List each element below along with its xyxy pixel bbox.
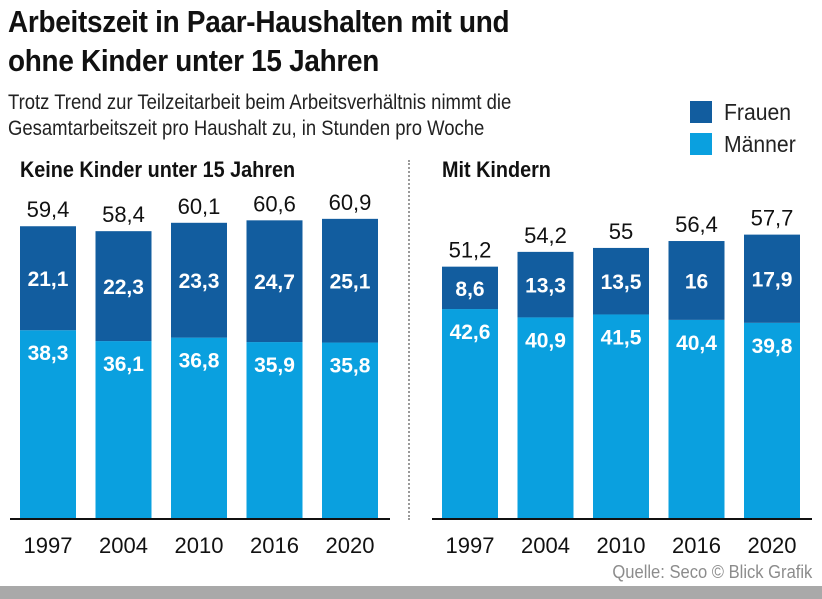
x-tick-label-ohne-2004: 2004 — [99, 533, 148, 558]
bar-label-mit-2010-maenner: 41,5 — [601, 326, 642, 349]
legend-swatch-maenner — [690, 133, 712, 155]
bar-ohne-2010-maenner — [171, 337, 227, 519]
x-tick-label-ohne-2010: 2010 — [175, 533, 224, 558]
subtitle-line-2: Gesamtarbeitszeit pro Haushalt zu, in St… — [8, 117, 485, 140]
legend: Frauen Männer — [690, 96, 802, 160]
legend-swatch-frauen — [690, 101, 712, 123]
total-label-ohne-2004: 58,4 — [102, 202, 145, 227]
bar-ohne-2016-maenner — [246, 342, 303, 519]
bar-label-mit-1997-maenner: 42,6 — [450, 321, 491, 344]
x-tick-label-ohne-2020: 2020 — [326, 533, 375, 558]
title-line-1: Arbeitszeit in Paar-Haushalten mit und — [8, 4, 510, 39]
bar-label-ohne-1997-maenner: 38,3 — [28, 342, 69, 365]
bar-label-mit-2010-frauen: 13,5 — [601, 271, 642, 294]
bar-ohne-2004-maenner — [95, 341, 152, 519]
bar-label-ohne-2016-maenner: 35,9 — [254, 354, 295, 377]
total-label-ohne-2016: 60,6 — [253, 191, 296, 216]
legend-label-maenner: Männer — [724, 130, 796, 157]
bar-mit-2004-maenner — [517, 317, 574, 519]
chart-subtitle: Trotz Trend zur Teilzeitarbeit beim Arbe… — [8, 90, 606, 142]
x-tick-label-ohne-1997: 1997 — [24, 533, 73, 558]
bar-label-ohne-1997-frauen: 21,1 — [28, 268, 69, 291]
legend-item-frauen: Frauen — [690, 96, 802, 128]
bar-label-mit-2016-frauen: 16 — [685, 270, 708, 293]
x-tick-label-mit-2010: 2010 — [597, 533, 646, 558]
bar-label-mit-2004-frauen: 13,3 — [525, 275, 566, 298]
bar-label-ohne-2020-maenner: 35,8 — [330, 355, 371, 378]
x-tick-label-mit-1997: 1997 — [446, 533, 495, 558]
panel-title-ohne-kinder: Keine Kinder unter 15 Jahren — [20, 157, 296, 182]
chart-title: Arbeitszeit in Paar-Haushalten mit und o… — [8, 2, 584, 80]
x-axis-line-left — [10, 518, 390, 520]
bar-label-mit-1997-frauen: 8,6 — [455, 278, 484, 301]
bar-ohne-1997-frauen — [20, 226, 76, 331]
bar-mit-2016-frauen — [668, 241, 725, 320]
total-label-mit-2004: 54,2 — [524, 223, 567, 248]
bar-label-ohne-2004-maenner: 36,1 — [103, 353, 144, 376]
footer-bar — [0, 586, 822, 599]
bar-ohne-2020-frauen — [322, 218, 378, 343]
total-label-mit-2016: 56,4 — [675, 212, 718, 237]
x-tick-label-ohne-2016: 2016 — [250, 533, 299, 558]
source-credit: Quelle: Seco © Blick Grafik — [612, 562, 812, 582]
total-label-mit-2010: 55 — [609, 219, 633, 244]
bar-label-mit-2004-maenner: 40,9 — [525, 329, 566, 352]
bar-mit-1997-frauen — [442, 266, 498, 310]
bar-label-ohne-2010-frauen: 23,3 — [179, 270, 220, 293]
legend-item-maenner: Männer — [690, 128, 802, 160]
bar-label-ohne-2020-frauen: 25,1 — [330, 271, 371, 294]
panel-title-mit-kindern: Mit Kindern — [442, 157, 551, 182]
x-tick-label-mit-2020: 2020 — [748, 533, 797, 558]
x-axis-line-right — [432, 518, 812, 520]
bar-label-ohne-2004-frauen: 22,3 — [103, 276, 144, 299]
x-tick-label-mit-2004: 2004 — [521, 533, 570, 558]
bar-label-ohne-2016-frauen: 24,7 — [254, 271, 295, 294]
legend-label-frauen: Frauen — [724, 98, 792, 125]
bar-mit-2016-maenner — [668, 319, 725, 519]
bar-label-ohne-2010-maenner: 36,8 — [179, 350, 220, 373]
bar-mit-2010-maenner — [593, 314, 649, 519]
total-label-ohne-1997: 59,4 — [27, 197, 70, 222]
bar-mit-2020-maenner — [744, 322, 800, 519]
bar-mit-2020-frauen — [744, 234, 800, 323]
bar-mit-1997-maenner — [442, 309, 498, 519]
bar-ohne-2020-maenner — [322, 342, 378, 519]
bar-mit-2004-frauen — [517, 251, 574, 318]
total-label-mit-2020: 57,7 — [751, 206, 794, 231]
panel-divider — [408, 160, 410, 520]
bar-label-mit-2020-frauen: 17,9 — [752, 269, 793, 292]
subtitle-line-1: Trotz Trend zur Teilzeitarbeit beim Arbe… — [8, 91, 512, 114]
bar-ohne-2004-frauen — [95, 231, 152, 342]
total-label-ohne-2010: 60,1 — [178, 194, 221, 219]
total-label-mit-1997: 51,2 — [449, 238, 492, 263]
title-line-2: ohne Kinder unter 15 Jahren — [8, 43, 379, 78]
bar-label-mit-2020-maenner: 39,8 — [752, 335, 793, 358]
bar-mit-2010-frauen — [593, 247, 649, 315]
total-label-ohne-2020: 60,9 — [329, 190, 372, 215]
bar-label-mit-2016-maenner: 40,4 — [676, 332, 717, 355]
bar-ohne-1997-maenner — [20, 330, 76, 519]
bar-ohne-2016-frauen — [246, 220, 303, 343]
bar-ohne-2010-frauen — [171, 222, 227, 338]
x-tick-label-mit-2016: 2016 — [672, 533, 721, 558]
